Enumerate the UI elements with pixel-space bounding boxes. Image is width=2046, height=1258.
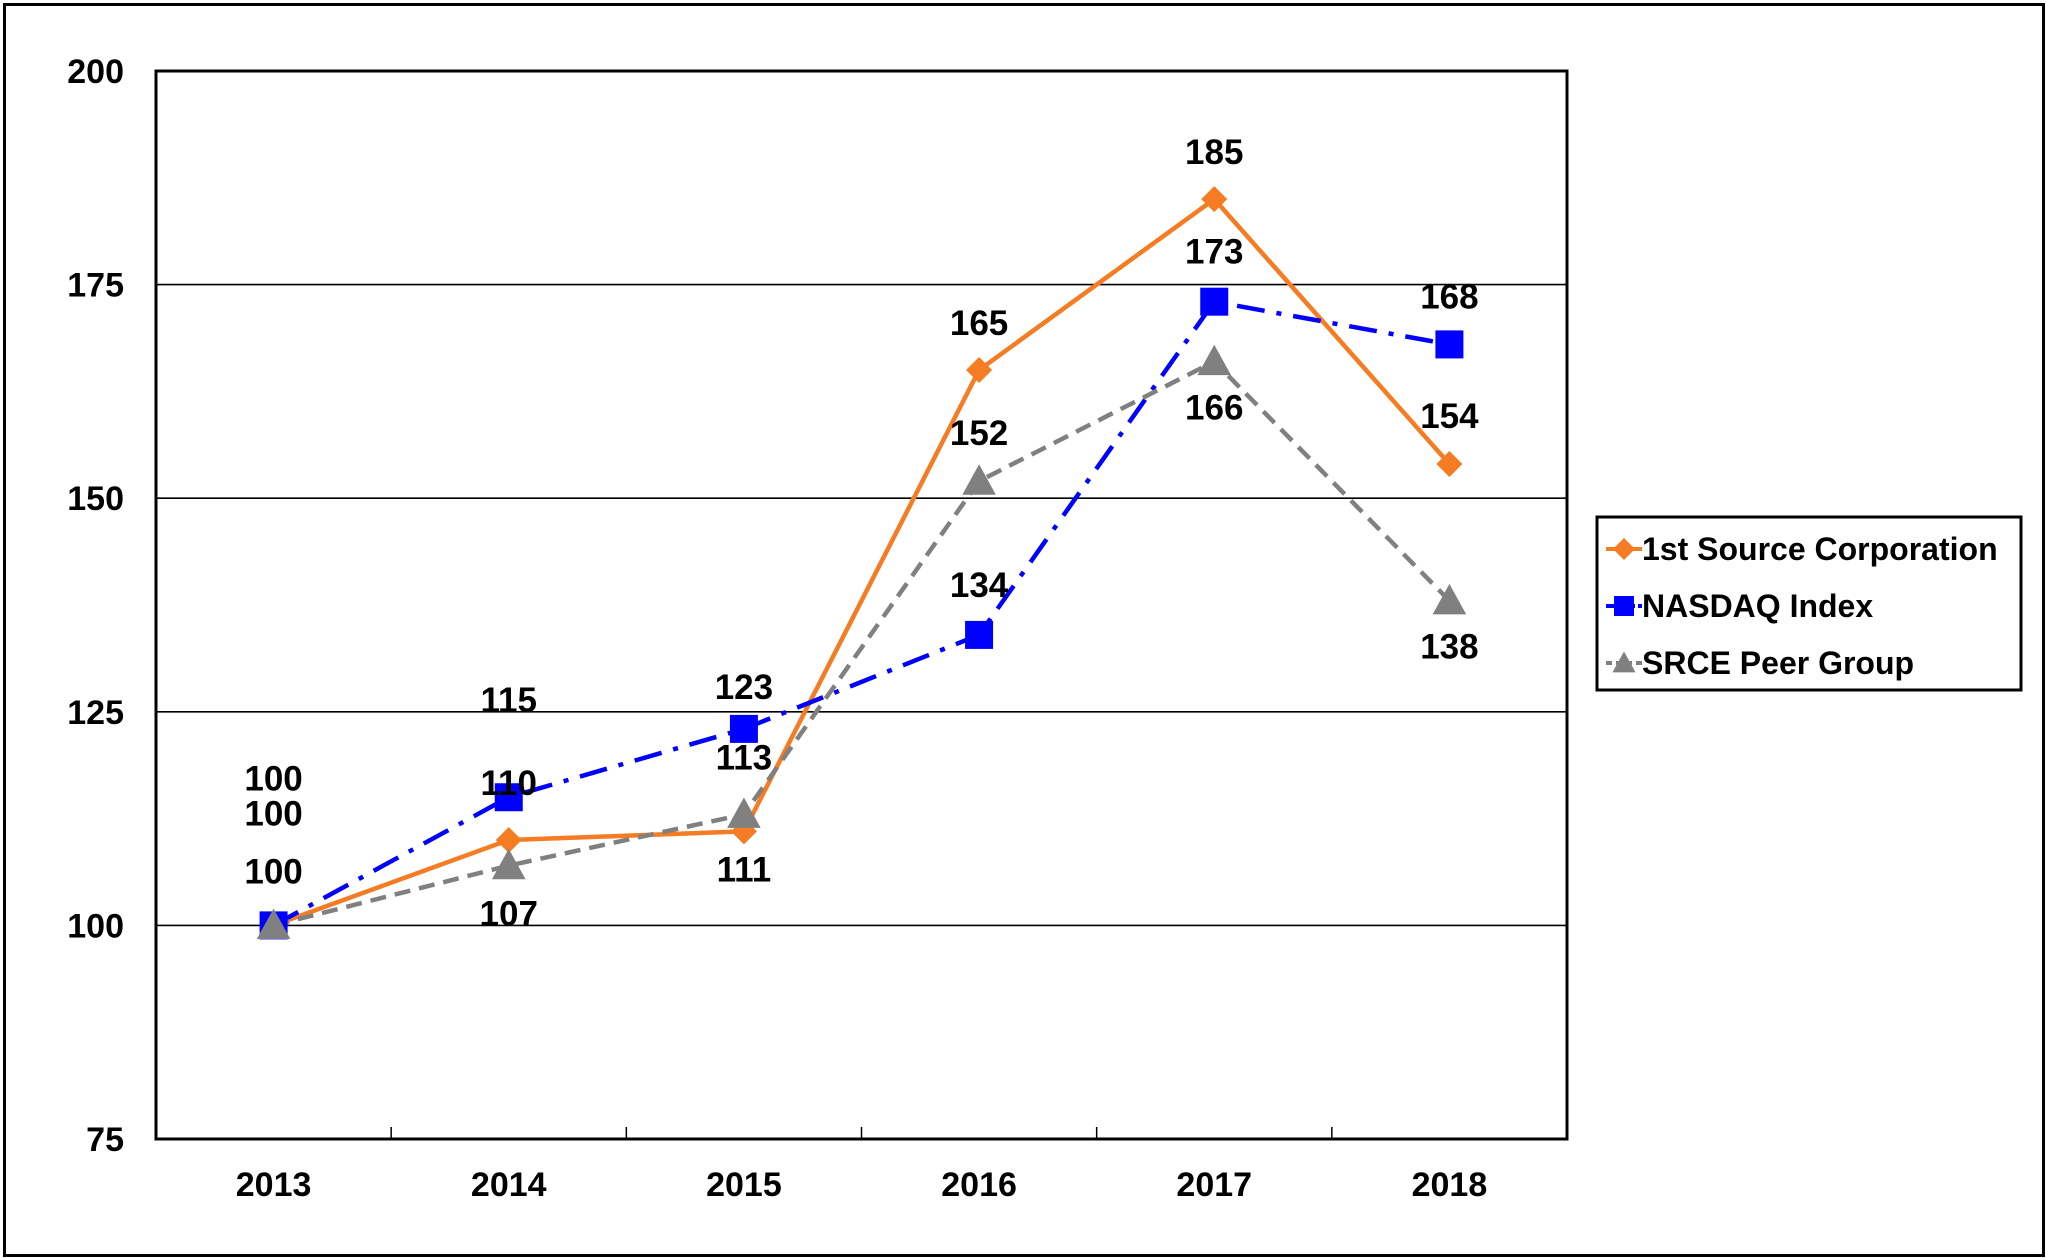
data-point [1435,330,1464,359]
x-tick-label-2014: 2014 [471,1166,547,1204]
y-tick-label-200: 200 [67,53,124,91]
legend-label: SRCE Peer Group [1642,645,1914,681]
legend-swatch-marker [1612,651,1636,673]
y-tick-label-175: 175 [67,267,124,305]
x-tick-label-2016: 2016 [941,1166,1017,1204]
data-point [1432,583,1467,615]
legend-label: NASDAQ Index [1642,588,1873,624]
data-label: 185 [1185,133,1243,172]
axis-ticks: 75 100 125 150 175 200 2013 2014 2015 2016 2017 201… [67,53,1487,1204]
legend-box [1595,515,2023,692]
data-point [966,357,993,384]
data-label: 134 [950,566,1009,605]
gridlines [156,283,1567,927]
series-markers [256,186,1467,940]
data-point [256,908,291,939]
data-label: 111 [717,850,772,889]
data-point [727,797,761,828]
data-label: 107 [480,895,538,934]
data-point [729,714,758,743]
data-label: 100 [244,852,302,891]
data-point [962,464,996,495]
data-label: 154 [1420,397,1479,436]
data-labels: 100 110 111 165 185 154 100 115 123 134 173 168 100 1… [244,133,1479,933]
line-chart: 75 100 125 150 175 200 2013 2014 2015 2016 2017 201… [67,53,2023,1204]
y-tick-label-100: 100 [67,907,124,945]
data-label: 113 [716,738,772,777]
legend-items: 1st Source Corporation NASDAQ Index SRCE P… [1606,531,1998,681]
data-label: 138 [1420,628,1478,667]
legend: 1st Source Corporation NASDAQ Index SRCE P… [1595,515,2023,692]
series-lines [272,196,1452,928]
legend-swatch-marker [1614,596,1634,616]
data-label: 166 [1185,388,1243,427]
data-point [494,783,523,812]
data-label: 152 [950,414,1008,453]
data-label: 168 [1420,277,1478,316]
y-tick-label-75: 75 [86,1121,124,1159]
data-point [495,826,522,853]
x-tick-label-2015: 2015 [706,1166,782,1204]
data-label: 100 [244,759,302,798]
series-line-0 [272,196,1452,928]
data-label: 165 [950,304,1008,343]
data-point [1200,287,1229,316]
chart-frame: 75 100 125 150 175 200 2013 2014 2015 2016 2017 201… [3,3,2045,1257]
y-tick-label-125: 125 [67,694,124,732]
data-point [1201,186,1228,213]
x-tick-label-2017: 2017 [1176,1166,1252,1204]
data-point [491,848,526,880]
data-point [1197,344,1232,376]
data-point [965,620,994,649]
series-line-1 [272,299,1450,928]
legend-swatch-marker [1613,538,1635,560]
data-label: 110 [481,764,537,803]
legend-label: 1st Source Corporation [1642,531,1998,567]
y-tick-label-150: 150 [67,480,124,518]
data-label: 173 [1185,233,1243,272]
data-label: 123 [715,668,773,707]
data-point [1436,451,1463,478]
x-tick-label-2018: 2018 [1412,1166,1488,1204]
data-label: 100 [244,794,302,833]
data-label: 115 [481,681,537,720]
series-line-2 [273,359,1452,928]
x-tick-label-2013: 2013 [236,1166,312,1204]
